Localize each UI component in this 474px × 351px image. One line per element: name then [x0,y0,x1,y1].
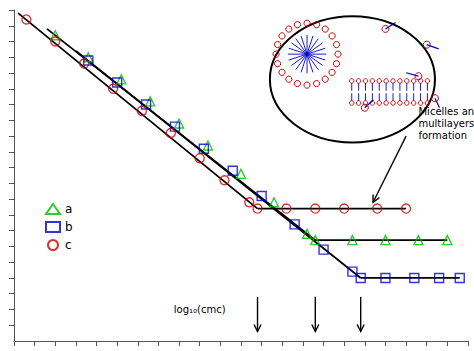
svg-text:formation: formation [418,130,467,141]
svg-text:log₁₀(cmc): log₁₀(cmc) [174,304,226,315]
svg-text:multilayers: multilayers [418,118,474,129]
svg-text:b: b [65,220,73,234]
svg-text:a: a [65,202,72,216]
svg-text:c: c [65,238,72,252]
